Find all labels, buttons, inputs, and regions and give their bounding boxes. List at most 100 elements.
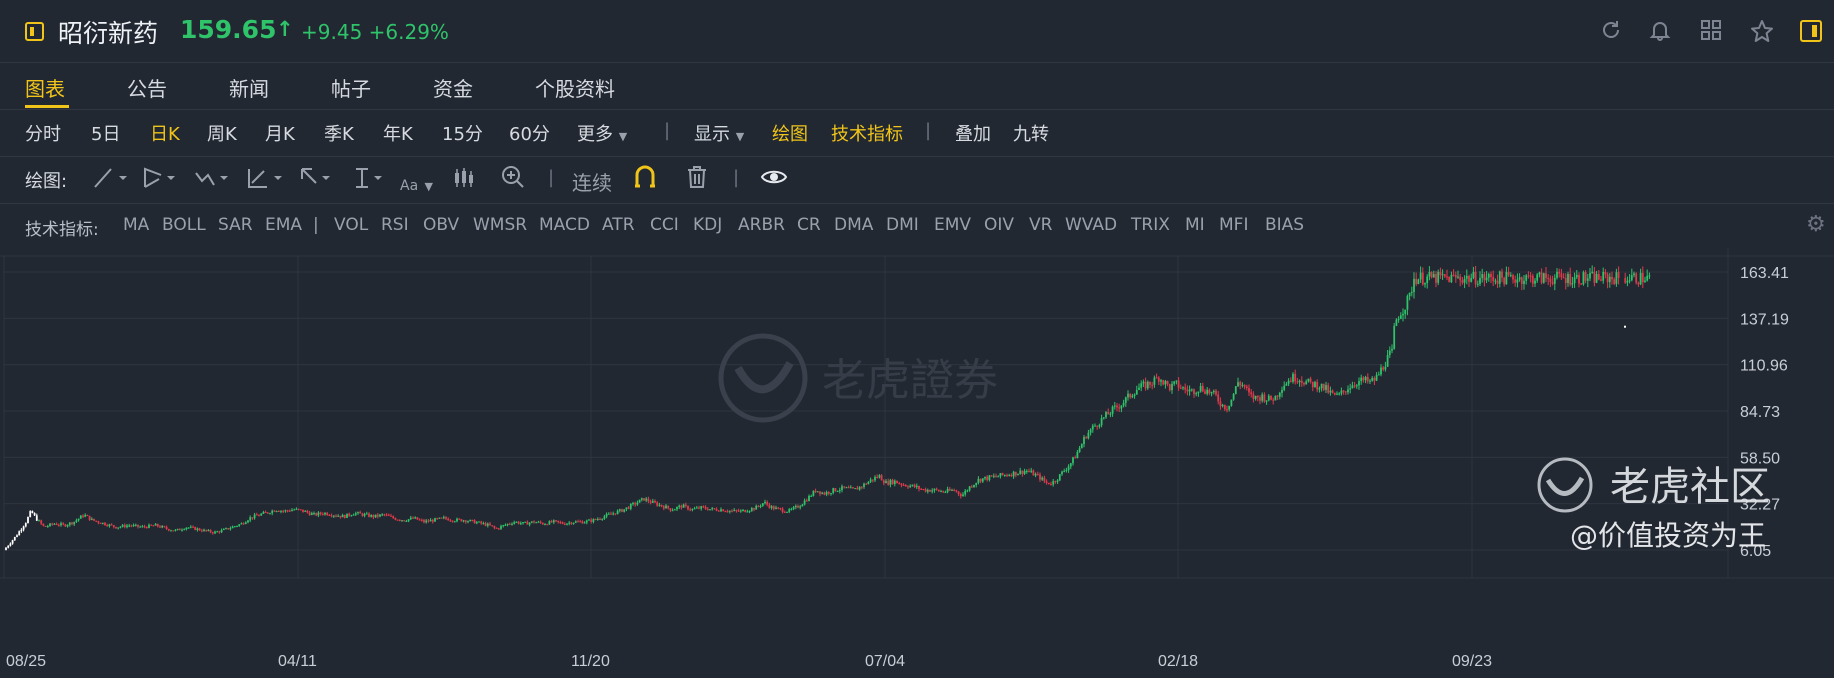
more-periods-button[interactable]: 更多 ▼	[577, 120, 627, 146]
candle	[880, 475, 883, 481]
candle	[964, 490, 967, 495]
period-15min[interactable]: 15分	[442, 124, 483, 145]
indicator-oiv[interactable]: OIV	[984, 215, 1015, 235]
eye-icon[interactable]	[760, 165, 788, 194]
period-yearly[interactable]: 年K	[383, 124, 413, 145]
candle	[1523, 280, 1525, 284]
candle	[271, 510, 274, 514]
tab-news[interactable]: 新闻	[229, 77, 269, 101]
indicator-mfi[interactable]: MFI	[1219, 215, 1249, 235]
candle	[1028, 470, 1030, 472]
candle	[35, 515, 38, 521]
gear-icon[interactable]: ⚙	[1806, 212, 1826, 237]
period-60min[interactable]: 60分	[509, 124, 550, 145]
indicator-cci[interactable]: CCI	[650, 215, 679, 235]
period-intraday[interactable]: 分时	[25, 124, 61, 145]
candle	[957, 491, 960, 495]
candle	[372, 514, 375, 518]
candle	[893, 480, 896, 484]
refresh-icon[interactable]	[1598, 19, 1624, 45]
candle	[1164, 380, 1167, 385]
period-daily[interactable]: 日K	[150, 124, 180, 145]
channel-tool-icon[interactable]	[141, 165, 181, 196]
x-tick-label: 09/23	[1452, 653, 1492, 670]
indicator-cr[interactable]: CR	[797, 215, 821, 235]
indicator-emv[interactable]: EMV	[934, 215, 972, 235]
indicator-kdj[interactable]: KDJ	[693, 215, 723, 235]
candle	[814, 490, 817, 493]
indicator-boll[interactable]: BOLL	[162, 215, 206, 235]
grid-icon[interactable]	[1698, 19, 1724, 45]
candle	[1113, 405, 1116, 407]
candle	[684, 504, 687, 506]
indicator-trix[interactable]: TRIX	[1131, 215, 1170, 235]
period-weekly[interactable]: 周K	[207, 124, 237, 145]
candle	[662, 506, 665, 509]
tab-stock-profile[interactable]: 个股资料	[535, 77, 615, 101]
candle	[1142, 381, 1145, 384]
fibonacci-tool-icon[interactable]	[246, 165, 286, 196]
indicator-bias[interactable]: BIAS	[1265, 215, 1305, 235]
candle	[535, 522, 538, 524]
tab-posts[interactable]: 帖子	[331, 77, 371, 101]
candle	[1560, 273, 1563, 278]
indicator-wvad[interactable]: WVAD	[1065, 215, 1118, 235]
indicator-ma[interactable]: MA	[123, 215, 150, 235]
nine-turn-button[interactable]: 九转	[1013, 124, 1049, 145]
candle	[1549, 278, 1552, 283]
draw-toggle[interactable]: 绘图	[772, 124, 808, 145]
candle	[308, 512, 311, 515]
indicator-ema[interactable]: EMA	[265, 215, 303, 235]
candle	[1122, 402, 1125, 406]
indicator-vr[interactable]: VR	[1029, 215, 1053, 235]
candle	[1380, 367, 1382, 375]
continuous-draw-toggle[interactable]: 连续	[572, 171, 612, 195]
indicator-atr[interactable]: ATR	[602, 215, 635, 235]
candle	[341, 514, 344, 518]
bell-icon[interactable]	[1647, 19, 1673, 45]
wave-tool-icon[interactable]	[194, 165, 234, 196]
indicator-macd[interactable]: MACD	[539, 215, 590, 235]
star-icon[interactable]	[1749, 19, 1775, 45]
measure-tool-icon[interactable]	[352, 165, 388, 196]
candle	[11, 540, 14, 544]
stock-panel-icon[interactable]	[25, 22, 44, 41]
display-menu-button[interactable]: 显示 ▼	[694, 120, 744, 146]
trash-icon[interactable]	[685, 164, 709, 195]
indicator-mi[interactable]: MI	[1185, 215, 1205, 235]
candle	[282, 510, 285, 512]
candle	[709, 509, 711, 511]
candlestick-chart[interactable]: 老虎證券 163.41 137.19 110.96 84.73 58.50 32.27 6.…	[0, 248, 1834, 678]
candle	[1056, 480, 1059, 482]
candle	[783, 511, 786, 513]
indicator-dma[interactable]: DMA	[834, 215, 874, 235]
tab-announcements[interactable]: 公告	[127, 77, 167, 101]
line-tool-icon[interactable]	[93, 165, 129, 196]
indicator-wmsr[interactable]: WMSR	[473, 215, 528, 235]
period-quarterly[interactable]: 季K	[324, 124, 354, 145]
sidebar-toggle-icon[interactable]	[1800, 20, 1822, 42]
candle	[27, 516, 29, 524]
period-monthly[interactable]: 月K	[265, 124, 295, 145]
tab-capital[interactable]: 资金	[433, 77, 473, 101]
indicator-vol[interactable]: VOL	[334, 215, 369, 235]
candle	[181, 529, 183, 531]
candle	[1584, 272, 1587, 281]
candle-tool-icon[interactable]	[452, 165, 476, 196]
text-tool-button[interactable]: Aa ▼	[400, 171, 433, 195]
indicator-obv[interactable]: OBV	[423, 215, 460, 235]
indicator-dmi[interactable]: DMI	[886, 215, 919, 235]
indicators-toggle[interactable]: 技术指标	[831, 124, 903, 145]
arrow-tool-icon[interactable]	[298, 165, 338, 196]
candle	[299, 509, 302, 511]
indicator-sar[interactable]: SAR	[218, 215, 253, 235]
chart-canvas[interactable]: 老虎證券 163.41 137.19 110.96 84.73 58.50 32.27 6.…	[0, 248, 1834, 678]
tab-chart[interactable]: 图表	[25, 77, 65, 101]
indicator-rsi[interactable]: RSI	[381, 215, 409, 235]
indicator-arbr[interactable]: ARBR	[738, 215, 785, 235]
period-5day[interactable]: 5日	[91, 124, 121, 145]
zoom-icon[interactable]	[500, 164, 526, 195]
overlay-button[interactable]: 叠加	[955, 124, 991, 145]
candle	[467, 521, 469, 523]
magnet-icon[interactable]	[632, 164, 658, 195]
